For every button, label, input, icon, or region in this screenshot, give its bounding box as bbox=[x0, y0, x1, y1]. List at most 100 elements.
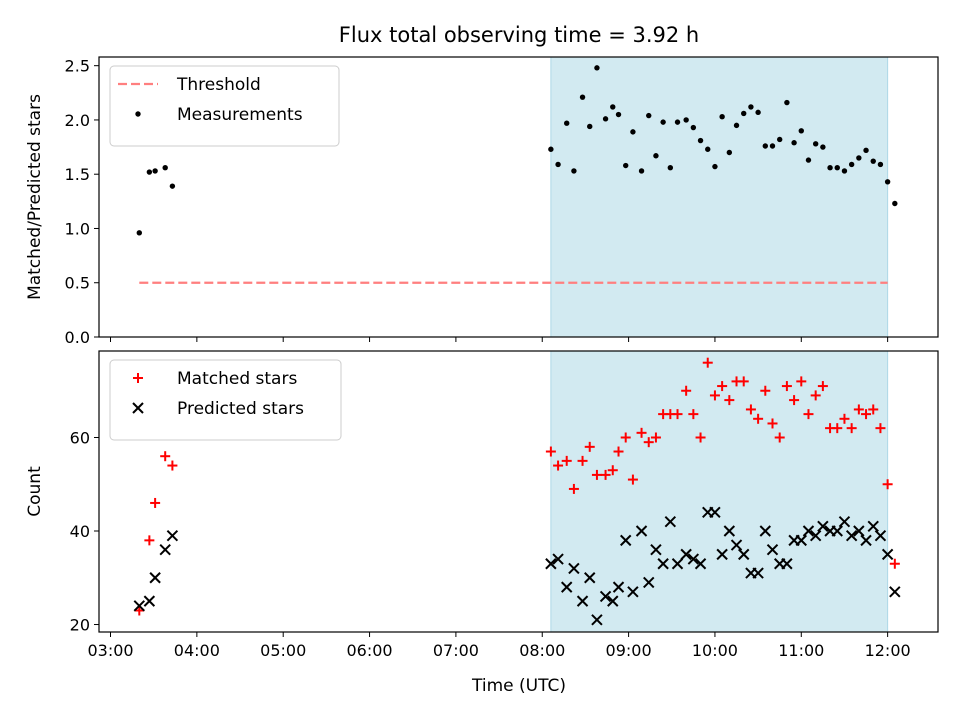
predicted-stars-point bbox=[838, 515, 851, 528]
measurement-point bbox=[719, 113, 725, 120]
matched-stars-point bbox=[636, 427, 647, 438]
matched-stars-point bbox=[167, 460, 178, 471]
predicted-stars-point bbox=[845, 529, 858, 542]
matched-stars-point bbox=[846, 423, 857, 434]
measurement-point bbox=[776, 136, 783, 143]
legend-label: Predicted stars bbox=[177, 399, 304, 419]
matched-stars-point bbox=[803, 409, 814, 420]
matched-stars-point bbox=[144, 535, 155, 546]
measurement-point bbox=[587, 123, 593, 130]
measurement-point bbox=[741, 110, 747, 117]
x-tick-label: 11:00 bbox=[778, 641, 824, 660]
matched-stars-point bbox=[620, 432, 631, 443]
measurement-point bbox=[564, 120, 570, 126]
measurement-point bbox=[841, 168, 848, 174]
predicted-stars-point bbox=[738, 548, 750, 561]
measurement-point bbox=[791, 140, 797, 146]
x-tick-label: 09:00 bbox=[606, 641, 652, 660]
predicted-stars-point bbox=[716, 548, 728, 561]
y-tick-label: 60 bbox=[70, 428, 90, 447]
matched-stars-point bbox=[561, 455, 572, 466]
matched-stars-point bbox=[724, 395, 735, 406]
matched-stars-point bbox=[584, 441, 595, 452]
matched-stars-point bbox=[672, 409, 683, 420]
measurement-point bbox=[748, 104, 754, 110]
predicted-stars-point bbox=[149, 572, 161, 584]
matched-stars-point bbox=[789, 395, 800, 406]
predicted-stars-point bbox=[802, 525, 815, 537]
measurement-point bbox=[805, 157, 812, 163]
predicted-stars-point bbox=[561, 581, 573, 593]
predicted-stars-point bbox=[687, 553, 700, 565]
predicted-stars-point bbox=[635, 525, 648, 537]
legend-box bbox=[109, 359, 342, 441]
matched-stars-point bbox=[753, 413, 764, 424]
matched-stars-point bbox=[760, 385, 771, 396]
matched-stars-point bbox=[650, 432, 661, 443]
bottom-series-1 bbox=[133, 506, 901, 626]
predicted-stars-point bbox=[889, 586, 901, 598]
matched-stars-point bbox=[817, 381, 828, 392]
measurement-point bbox=[877, 161, 884, 168]
matched-stars-point bbox=[875, 423, 886, 434]
measurement-point bbox=[136, 230, 142, 236]
matched-stars-point bbox=[868, 404, 879, 415]
matched-stars-point bbox=[796, 376, 807, 387]
matched-stars-point bbox=[738, 376, 749, 387]
predicted-stars-point bbox=[853, 525, 865, 537]
matched-stars-point bbox=[577, 455, 588, 466]
predicted-stars-point bbox=[599, 590, 612, 603]
matched-stars-point bbox=[568, 483, 579, 494]
predicted-stars-point bbox=[143, 595, 156, 607]
legend-predicted-swatch bbox=[132, 402, 144, 414]
matched-stars-point bbox=[717, 381, 728, 392]
measurement-point bbox=[798, 128, 804, 134]
measurement-point bbox=[683, 117, 689, 123]
matched-stars-point bbox=[160, 451, 171, 462]
bottom-panel: 03:00 04:00 05:00 06:00 07:00 08:00 09:00 10:00… bbox=[25, 350, 939, 660]
matched-stars-point bbox=[681, 385, 692, 396]
measurement-point bbox=[548, 146, 554, 152]
legend-matched-swatch bbox=[133, 373, 143, 383]
x-tick-label: 10:00 bbox=[692, 641, 738, 660]
measurement-point bbox=[856, 155, 862, 161]
matched-stars-point bbox=[607, 465, 618, 476]
y-tick-label: 2.0 bbox=[65, 111, 90, 130]
measurement-point bbox=[733, 122, 740, 129]
matched-stars-point bbox=[695, 432, 706, 443]
matched-stars-point bbox=[882, 479, 893, 490]
predicted-stars-point bbox=[650, 544, 662, 556]
matched-stars-point bbox=[745, 404, 756, 415]
matched-stars-point bbox=[688, 409, 699, 420]
y-tick-label: 2.5 bbox=[65, 57, 90, 76]
predicted-stars-point bbox=[627, 586, 639, 598]
predicted-stars-point bbox=[709, 506, 721, 519]
matched-stars-point bbox=[839, 413, 850, 424]
measurement-point bbox=[667, 164, 674, 171]
bottom-observing-span bbox=[550, 350, 889, 633]
matched-stars-point bbox=[627, 474, 638, 485]
top-observing-span bbox=[550, 56, 889, 338]
measurement-point bbox=[892, 200, 898, 207]
legend-box bbox=[109, 65, 340, 147]
x-tick-label: 06:00 bbox=[346, 641, 392, 660]
legend-measurements-swatch bbox=[135, 111, 141, 117]
matched-stars-point bbox=[832, 423, 843, 434]
matched-stars-point bbox=[613, 446, 624, 457]
measurement-point bbox=[762, 143, 769, 149]
bottom-axes-frame bbox=[98, 350, 939, 633]
top-series-0 bbox=[136, 65, 898, 236]
measurement-point bbox=[863, 147, 869, 154]
measurement-point bbox=[630, 129, 636, 135]
predicted-stars-point bbox=[809, 529, 822, 542]
predicted-stars-point bbox=[612, 581, 625, 593]
predicted-stars-point bbox=[166, 529, 179, 542]
measurement-point bbox=[610, 104, 616, 110]
predicted-stars-point bbox=[584, 572, 596, 584]
measurement-point bbox=[870, 158, 876, 164]
bottom-series-0 bbox=[134, 357, 900, 616]
matched-stars-point bbox=[600, 469, 611, 480]
measurement-point bbox=[712, 163, 718, 170]
top-legend: Threshold Measurements bbox=[109, 65, 340, 147]
